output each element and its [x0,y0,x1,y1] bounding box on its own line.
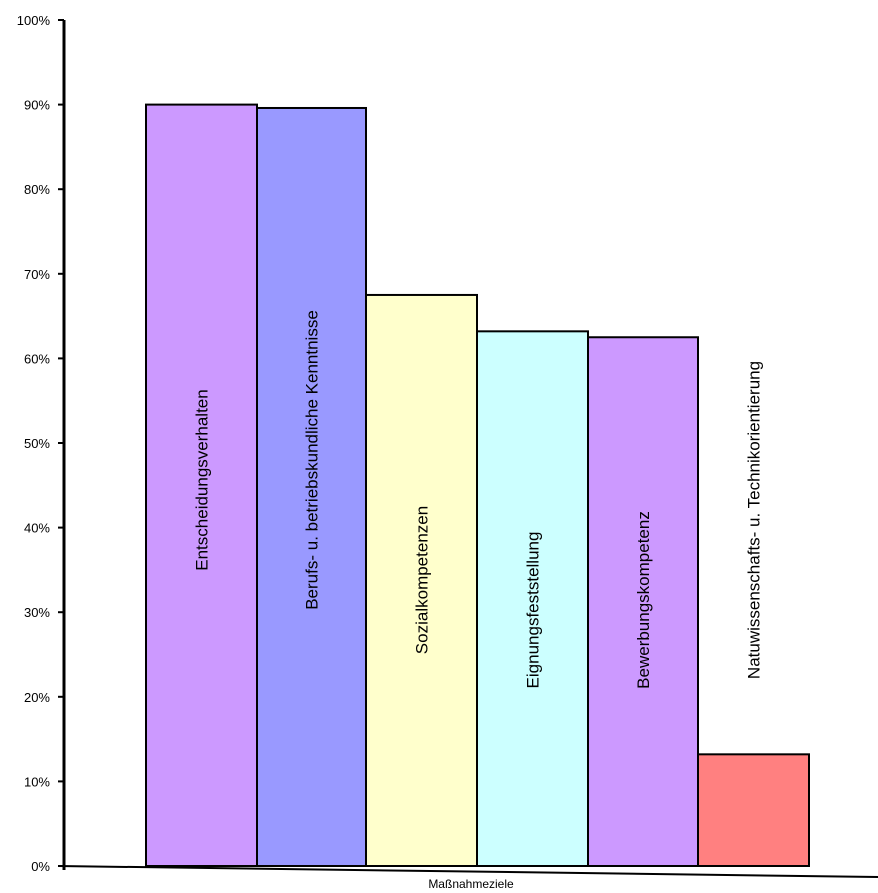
y-tick-label: 0% [31,859,50,874]
bars [145,103,810,868]
bar [145,103,258,868]
y-tick-label: 90% [24,98,50,113]
bar [365,293,478,867]
y-tick-label: 20% [24,690,50,705]
y-tick-label: 70% [24,267,50,282]
x-axis-line [57,865,878,878]
bar-category-label: Sozialkompetenzen [413,506,432,654]
bar-labels: Entscheidungsverhalten Berufs- u. betrieb… [193,310,764,689]
x-axis-label: Maßnahmeziele [428,877,514,891]
bar [476,330,589,867]
y-tick-label: 50% [24,436,50,451]
bar-category-label: Natuwissenschafts- u. Technikorientierun… [745,361,764,679]
bar-category-label: Bewerbungskompetenz [634,511,653,689]
bar-category-label: Eignungsfeststellung [524,532,543,689]
bar [587,336,699,867]
y-tick-label: 40% [24,521,50,536]
bar [697,753,810,867]
y-axis-ticks: 0% 10% 20% 30% 40% 50% 60% 70% 80% 90% 100% [17,13,64,874]
bar-category-label: Berufs- u. betriebskundliche Kenntnisse [303,310,322,610]
y-tick-label: 60% [24,351,50,366]
bar [256,106,367,867]
y-tick-label: 80% [24,182,50,197]
y-tick-label: 100% [17,13,51,28]
y-tick-label: 30% [24,605,50,620]
bar-category-label: Entscheidungsverhalten [193,389,212,570]
y-tick-label: 10% [24,774,50,789]
